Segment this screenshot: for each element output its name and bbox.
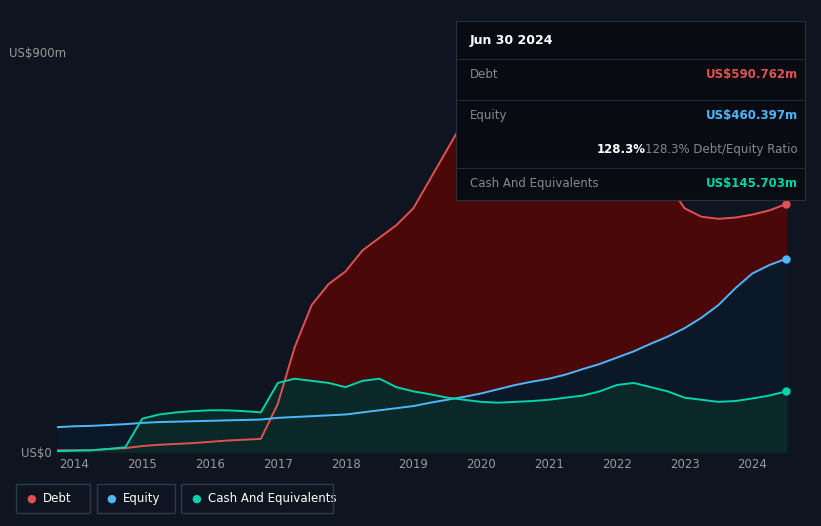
Text: Debt: Debt — [43, 492, 71, 505]
Text: Cash And Equivalents: Cash And Equivalents — [470, 177, 599, 190]
Text: 128.3%: 128.3% — [597, 143, 646, 156]
Text: Cash And Equivalents: Cash And Equivalents — [208, 492, 337, 505]
Text: US$590.762m: US$590.762m — [705, 67, 797, 80]
Text: 128.3% Debt/Equity Ratio: 128.3% Debt/Equity Ratio — [645, 143, 797, 156]
Text: US$145.703m: US$145.703m — [705, 177, 797, 190]
Text: Equity: Equity — [123, 492, 161, 505]
Text: US$900m: US$900m — [10, 47, 67, 60]
Text: Equity: Equity — [470, 109, 507, 122]
Text: ●: ● — [107, 493, 117, 503]
Text: Debt: Debt — [470, 67, 498, 80]
Text: ●: ● — [26, 493, 36, 503]
Text: ●: ● — [191, 493, 201, 503]
Text: US$460.397m: US$460.397m — [705, 109, 797, 122]
Text: Jun 30 2024: Jun 30 2024 — [470, 34, 553, 47]
